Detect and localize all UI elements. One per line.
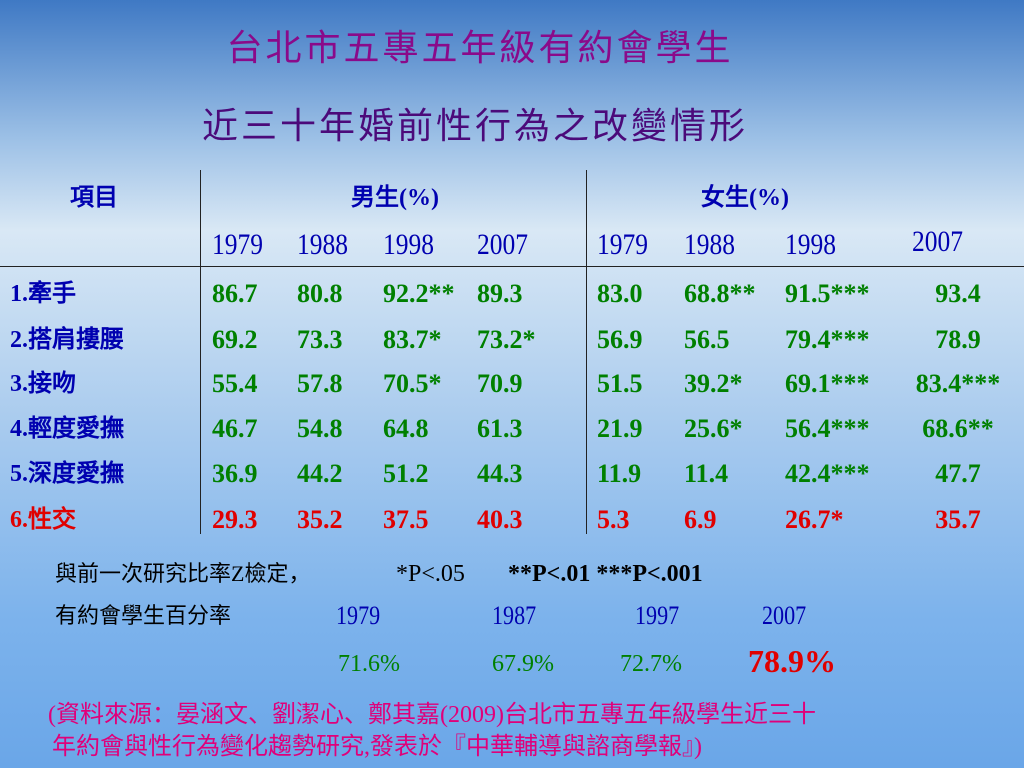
note: **P<.01 ***P<.001 [508,561,703,587]
cell: 54.8 [297,414,343,443]
cell: 57.8 [297,369,343,398]
divider [586,170,587,534]
divider [200,170,201,534]
cell: 80.8 [297,279,343,308]
source: 年約會與性行為變化趨勢研究,發表於『中華輔導與諮商學報』) [52,734,702,760]
note: *P<.05 [396,561,465,587]
cell: 83.4*** [915,369,1001,398]
cell: 61.3 [477,414,523,443]
row-label: 3.接吻 [10,371,76,397]
dating-year: 2007 [762,601,807,630]
cell: 44.2 [297,459,343,488]
dating-value: 78.9% [748,643,836,679]
cell: 40.3 [477,505,523,534]
year: 1979 [212,228,263,261]
dating-value: 67.9% [492,651,554,677]
cell: 83.0 [597,279,643,308]
cell: 42.4*** [785,459,870,488]
dating-year: 1987 [492,601,537,630]
cell: 79.4*** [785,325,870,354]
cell: 68.8** [684,279,756,308]
cell: 91.5*** [785,279,870,308]
cell: 56.4*** [785,414,870,443]
year: 2007 [477,228,528,261]
dating-year: 1979 [336,601,381,630]
cell: 83.7* [383,325,442,354]
row-label: 6.性交 [10,507,76,533]
cell: 26.7* [785,505,844,534]
cell: 36.9 [212,459,258,488]
header: 項目 [70,185,118,211]
cell: 35.2 [297,505,343,534]
cell: 37.5 [383,505,429,534]
cell: 69.1*** [785,369,870,398]
cell: 70.5* [383,369,442,398]
cell: 92.2** [383,279,455,308]
cell: 73.3 [297,325,343,354]
cell: 86.7 [212,279,258,308]
cell: 44.3 [477,459,523,488]
cell: 21.9 [597,414,643,443]
source: (資料來源：晏涵文、劉潔心、鄭其嘉(2009)台北市五專五年級學生近三十 [48,702,816,728]
row-label: 2.搭肩摟腰 [10,327,124,353]
cell: 11.9 [597,459,642,488]
year: 1979 [597,228,648,261]
cell: 56.5 [684,325,730,354]
cell: 64.8 [383,414,429,443]
title: 近三十年婚前性行為之改變情形 [201,106,749,146]
cell: 6.9 [684,505,717,534]
cell: 55.4 [212,369,258,398]
cell: 89.3 [477,279,523,308]
note: 與前一次研究比率Z檢定， [55,561,311,586]
dating-label: 有約會學生百分率 [55,603,232,628]
year: 1998 [383,228,434,261]
title: 台北市五專五年級有約會學生 [226,28,734,68]
cell: 29.3 [212,505,258,534]
year: 1988 [684,228,735,261]
dating-value: 71.6% [338,651,400,677]
row-label: 4.輕度愛撫 [10,416,124,442]
cell: 35.7 [935,505,981,534]
header: 男生(%) [351,185,439,211]
cell: 5.3 [597,505,630,534]
header: 女生(%) [701,185,789,211]
cell: 78.9 [935,325,981,354]
cell: 39.2* [684,369,743,398]
cell: 46.7 [212,414,258,443]
row-label: 1.牽手 [10,281,76,307]
cell: 68.6** [922,414,994,443]
cell: 11.4 [684,459,729,488]
year: 2007 [912,225,963,258]
cell: 51.2 [383,459,429,488]
dating-value: 72.7% [620,651,682,677]
year: 1988 [297,228,348,261]
cell: 73.2* [477,325,536,354]
year: 1998 [785,228,836,261]
dating-year: 1997 [635,601,680,630]
cell: 25.6* [684,414,743,443]
cell: 56.9 [597,325,643,354]
row-label: 5.深度愛撫 [10,461,124,487]
cell: 51.5 [597,369,643,398]
cell: 47.7 [935,459,981,488]
cell: 93.4 [935,279,981,308]
cell: 70.9 [477,369,523,398]
cell: 69.2 [212,325,258,354]
divider [0,266,1024,267]
